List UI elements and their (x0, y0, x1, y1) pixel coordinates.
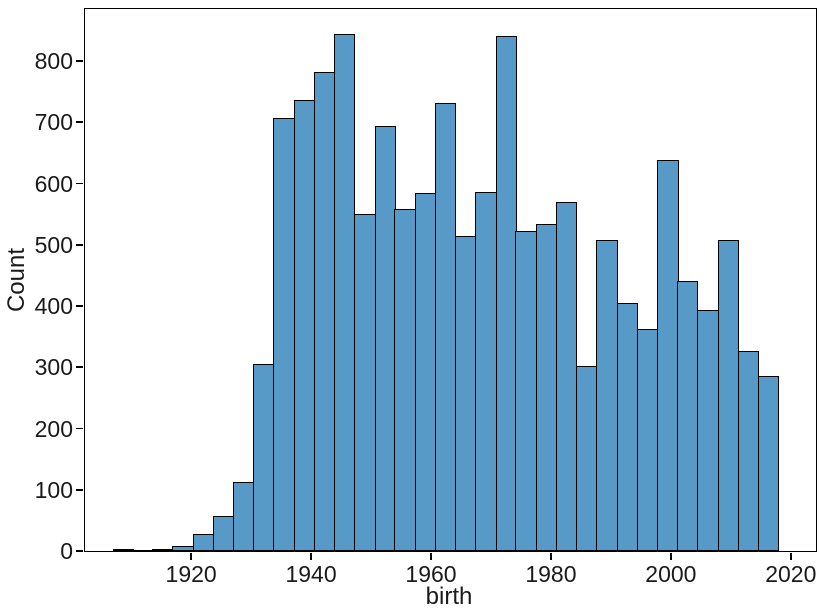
histogram-bar (253, 363, 275, 551)
histogram-bar (495, 35, 517, 551)
y-tick (76, 243, 84, 246)
histogram-bar (233, 482, 255, 551)
histogram-bar (394, 209, 417, 551)
histogram-bar (454, 235, 477, 551)
histogram-bar (697, 309, 719, 551)
histogram-bar (737, 351, 760, 551)
x-tick-label: 1960 (405, 561, 457, 587)
y-tick-label: 700 (34, 109, 73, 136)
y-tick (76, 60, 84, 62)
histogram-bar (616, 302, 638, 551)
y-tick (76, 182, 84, 185)
histogram-bar (515, 230, 538, 551)
y-tick-label: 500 (34, 231, 73, 258)
histogram-bar (152, 548, 174, 551)
histogram-bar (273, 118, 295, 551)
x-tick (670, 552, 672, 560)
x-tick (190, 552, 192, 560)
x-tick-label: 2020 (765, 561, 817, 587)
plot-area: 0 100 200 300 400 500 600 700 800 1920 1940 1960 198… (35, 8, 817, 587)
histogram-bar (192, 534, 214, 551)
y-tick (76, 121, 84, 124)
y-tick-label: 300 (34, 354, 73, 381)
histogram-bar (414, 193, 437, 551)
y-tick-label: 100 (34, 476, 73, 503)
histogram-bar (132, 550, 154, 551)
histogram-bar (333, 33, 356, 551)
histogram-bar (596, 239, 619, 551)
y-tick-label: 600 (34, 170, 73, 197)
y-tick (76, 366, 84, 369)
histogram-bar (475, 192, 497, 551)
histogram-bar (212, 516, 235, 551)
histogram-bar (656, 160, 679, 551)
y-tick-label: 800 (34, 48, 73, 75)
x-tick-label: 1980 (525, 561, 577, 587)
y-tick-label: 400 (34, 293, 73, 320)
x-axis-label: birth (425, 583, 473, 610)
histogram-bar (435, 102, 457, 551)
histogram-bar (293, 100, 316, 551)
histogram-bar (717, 239, 740, 551)
histogram-bar (374, 125, 396, 551)
y-tick (76, 427, 84, 430)
y-tick-label: 200 (34, 415, 73, 442)
y-tick (76, 550, 84, 552)
histogram-bar (535, 223, 558, 551)
histogram-bar (113, 549, 134, 551)
x-tick (430, 552, 432, 560)
x-tick (550, 552, 552, 560)
x-tick-label: 2000 (645, 561, 697, 587)
histogram-bar (313, 72, 336, 551)
x-tick-label: 1940 (285, 561, 337, 587)
y-tick (76, 305, 84, 307)
histogram-bar (677, 280, 699, 551)
y-tick-label: 0 (60, 538, 73, 564)
y-tick (76, 488, 84, 491)
histogram-bar (636, 329, 659, 551)
x-tick-label: 1920 (165, 561, 217, 587)
histogram-bar (556, 201, 578, 551)
y-axis-label: Count (3, 247, 30, 313)
x-tick (789, 552, 792, 560)
histogram-bar (757, 375, 780, 551)
x-tick (310, 552, 312, 560)
histogram-bar (576, 366, 598, 551)
histogram-bar (172, 545, 195, 551)
histogram-bar (354, 213, 376, 551)
